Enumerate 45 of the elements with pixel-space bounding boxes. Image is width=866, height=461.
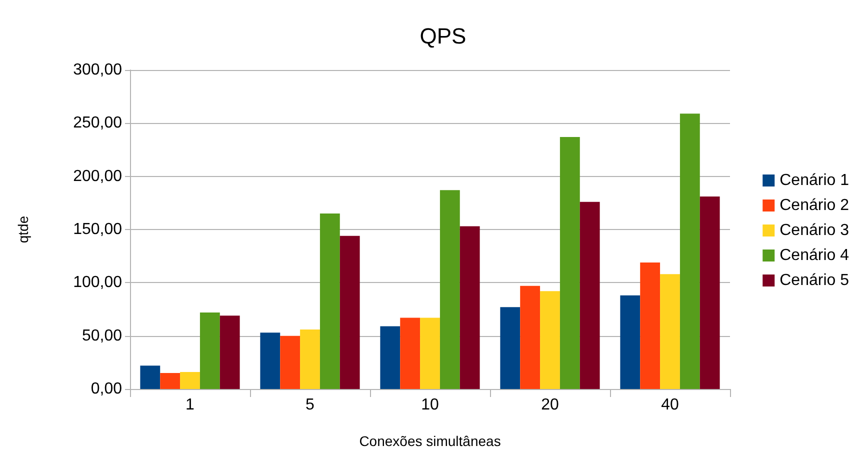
bar: [680, 114, 700, 389]
bar: [560, 136, 580, 389]
x-axis-title: Conexões simultâneas: [359, 433, 501, 449]
bar: [640, 262, 660, 389]
bar: [660, 274, 680, 389]
bar: [140, 366, 160, 389]
bar: [340, 236, 360, 389]
bar: [420, 318, 440, 389]
bar: [380, 326, 400, 389]
legend-label: Cenário 1: [780, 172, 850, 189]
x-tick-label: 5: [306, 396, 315, 414]
bar: [460, 226, 480, 389]
y-tick-label: 50,00: [82, 327, 122, 344]
bar: [400, 318, 420, 389]
x-tick-label: 40: [661, 396, 679, 414]
legend-label: Cenário 4: [780, 247, 850, 264]
bar: [280, 336, 300, 389]
legend-label: Cenário 2: [780, 197, 850, 214]
bar: [500, 307, 520, 389]
y-tick-label: 250,00: [73, 114, 122, 132]
bar: [700, 196, 720, 389]
legend-label: Cenário 3: [780, 222, 850, 239]
bar: [540, 291, 560, 389]
x-tick-label: 20: [541, 396, 559, 414]
bar: [440, 190, 460, 389]
bar: [520, 286, 540, 389]
y-tick-label: 150,00: [73, 221, 122, 238]
chart-title: QPS: [420, 24, 466, 48]
y-tick-label: 200,00: [73, 168, 122, 185]
y-tick-label: 300,00: [73, 62, 122, 78]
legend-label: Cenário 5: [780, 272, 850, 289]
bar: [300, 329, 320, 389]
y-tick-label: 100,00: [73, 274, 122, 292]
bar: [220, 316, 240, 389]
bar: [260, 332, 280, 389]
bar: [180, 372, 200, 389]
y-axis-title: qtde: [15, 216, 31, 244]
bar: [320, 214, 340, 389]
x-tick-label: 10: [421, 396, 439, 414]
bar: [200, 312, 220, 389]
bar: [620, 295, 640, 389]
bar: [580, 202, 600, 389]
y-tick-label: 0,00: [90, 380, 122, 398]
bar: [160, 373, 180, 389]
x-tick-label: 1: [186, 396, 195, 414]
